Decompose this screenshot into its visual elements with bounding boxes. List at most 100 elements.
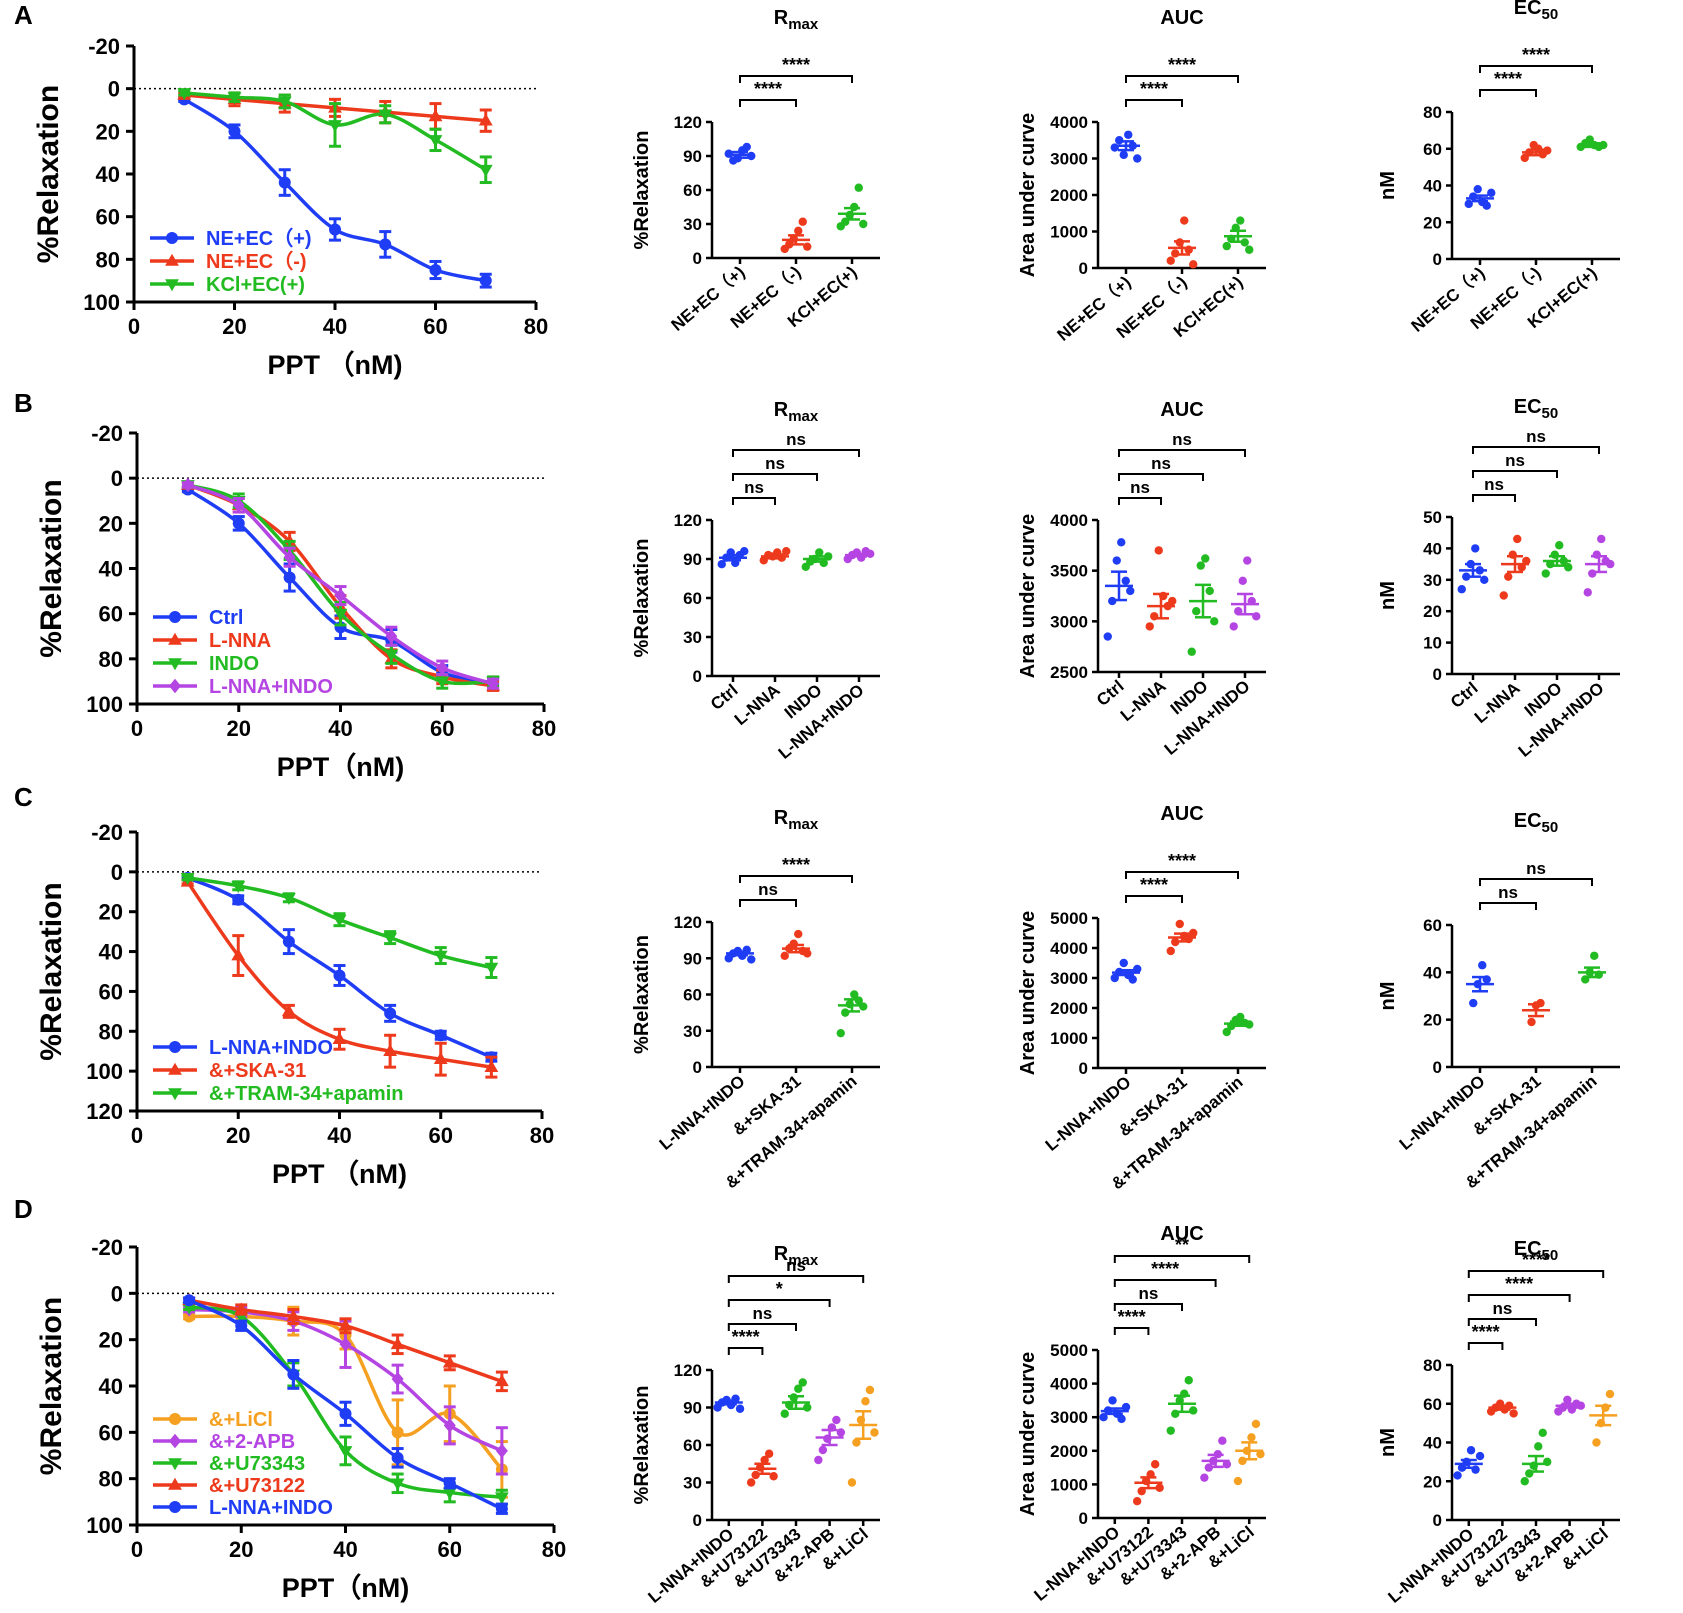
- data-point: [1480, 575, 1489, 584]
- data-point: [1243, 556, 1252, 565]
- data-point: [1251, 1419, 1261, 1429]
- data-point: [484, 962, 499, 975]
- x-tick-label: 60: [438, 1537, 462, 1562]
- data-point: [390, 1478, 405, 1491]
- y-tick-label: 40: [1423, 539, 1442, 558]
- data-point: [429, 264, 442, 276]
- y-tick-label: 30: [683, 628, 702, 647]
- data-point: [1597, 534, 1606, 544]
- data-point: [815, 548, 824, 557]
- y-tick-label: 60: [1423, 1395, 1442, 1414]
- significance-bracket: ns: [1479, 883, 1537, 910]
- y-tick-label: 0: [1079, 259, 1088, 278]
- bracket-line: [727, 1347, 764, 1355]
- data-point: [436, 660, 449, 676]
- data-point: [1196, 561, 1205, 570]
- x-tick-label: L-NNA+INDO: [656, 1072, 749, 1154]
- data-point: [832, 1415, 841, 1425]
- bracket-line: [1125, 99, 1183, 107]
- group-&+TRAM-34+apamin: &+TRAM-34+apamin: [1108, 1012, 1254, 1193]
- significance-label: ****: [1168, 851, 1196, 871]
- chart-title: AUC: [1160, 1223, 1203, 1245]
- legend-marker: [169, 1433, 181, 1449]
- significance-bracket: ****: [739, 855, 853, 883]
- data-point: [764, 1449, 774, 1458]
- bracket-line: [732, 449, 860, 457]
- data-point: [1236, 1012, 1245, 1022]
- x-tick-label: L-NNA: [1117, 677, 1170, 726]
- significance-bracket: ****: [739, 79, 797, 107]
- y-tick-label: 5000: [1050, 909, 1088, 928]
- data-point: [177, 88, 192, 101]
- legend-entry: L-NNA+INDO: [153, 1497, 333, 1519]
- data-point: [803, 1403, 812, 1412]
- y-tick-label: 60: [683, 986, 702, 1005]
- data-point: [1473, 184, 1482, 194]
- data-point: [234, 1302, 249, 1315]
- panel-label: B: [14, 388, 33, 418]
- y-tick-label: 120: [86, 1099, 123, 1124]
- data-point: [1124, 130, 1133, 139]
- data-point: [1154, 546, 1163, 555]
- bracket-line: [1479, 902, 1537, 910]
- data-point: [1108, 1396, 1117, 1405]
- significance-bracket: ns: [727, 1256, 865, 1283]
- y-tick-label: 0: [693, 249, 702, 268]
- significance-label: ns: [786, 430, 806, 449]
- y-tick-label: 4000: [1050, 511, 1088, 530]
- group-INDO: INDO: [1167, 554, 1219, 718]
- y-tick-label: 40: [1423, 177, 1442, 196]
- significance-label: ns: [1526, 427, 1546, 446]
- chart-title-sub: 50: [1542, 405, 1559, 422]
- significance-bracket: ****: [1467, 1250, 1605, 1278]
- y-tick-label: 30: [683, 1022, 702, 1041]
- data-point: [1238, 576, 1247, 585]
- x-axis-title: PPT（nM): [277, 752, 405, 782]
- x-tick-label: 40: [333, 1537, 357, 1562]
- data-point: [442, 1487, 457, 1500]
- significance-label: ****: [1168, 55, 1196, 75]
- bracket-line: [1467, 1318, 1537, 1326]
- data-point: [1201, 554, 1210, 563]
- y-axis-title: Area under curve: [1017, 911, 1039, 1076]
- chart-title-main: R: [774, 399, 789, 421]
- chart-title-main: R: [774, 807, 789, 829]
- group-L-NNA+INDO: L-NNA+INDO: [1030, 1396, 1131, 1605]
- y-tick-label: 90: [683, 147, 702, 166]
- data-point: [379, 238, 392, 251]
- y-axis-title: %Relaxation: [35, 882, 68, 1060]
- y-axis-title: nM: [1377, 581, 1399, 610]
- chart-title: Rmax: [774, 807, 819, 833]
- chart-title: EC50: [1514, 396, 1558, 422]
- y-tick-label: 4000: [1050, 939, 1088, 958]
- data-point: [391, 1371, 404, 1387]
- data-point: [836, 1428, 846, 1437]
- series-&+TRAM-34+apamin: [180, 873, 499, 979]
- significance-bracket: ns: [1118, 478, 1162, 505]
- data-point: [333, 608, 348, 621]
- chart-title-main: AUC: [1160, 803, 1203, 825]
- data-point: [333, 969, 346, 982]
- x-tick-label: L-NNA: [1471, 679, 1524, 728]
- data-point: [329, 223, 341, 236]
- significance-bracket: **: [1113, 1235, 1251, 1263]
- data-point: [390, 1337, 405, 1350]
- y-axis-title: %Relaxation: [631, 1386, 653, 1505]
- y-tick-label: 3000: [1050, 1408, 1088, 1427]
- bracket-line: [1113, 1279, 1217, 1287]
- significance-bracket: ns: [1472, 451, 1558, 478]
- data-point: [803, 949, 812, 958]
- bracket-line: [1118, 497, 1162, 505]
- curve-plot: -20 0 20 40 60 80 100 120 0 20 40 60 80 PPT （nM) %Rela…: [35, 820, 554, 1189]
- y-tick-label: 2000: [1050, 1442, 1088, 1461]
- data-point: [494, 1492, 509, 1505]
- y-tick-label: 30: [683, 1474, 702, 1493]
- x-tick-label: L-NNA: [731, 681, 784, 730]
- x-tick-label: 0: [131, 716, 143, 741]
- x-tick-label: 20: [229, 1537, 253, 1562]
- data-point: [794, 226, 803, 235]
- chart-title-main: R: [774, 1243, 789, 1265]
- group-L-NNA+INDO: L-NNA+INDO: [775, 547, 875, 763]
- data-point: [1133, 964, 1142, 974]
